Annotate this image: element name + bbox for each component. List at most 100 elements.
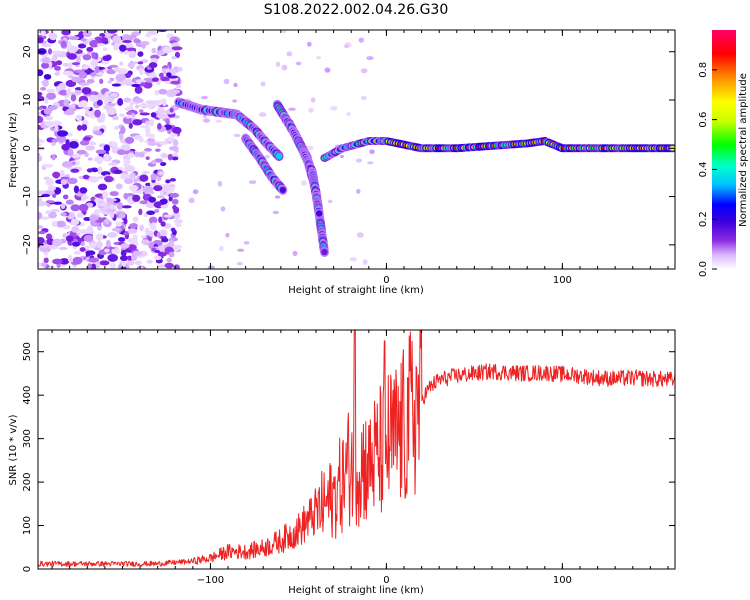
noise-blob bbox=[78, 203, 89, 212]
noise-blob bbox=[67, 132, 73, 137]
noise-blob bbox=[101, 96, 108, 101]
noise-blob bbox=[132, 119, 143, 126]
noise-blob bbox=[146, 210, 156, 216]
noise-blob bbox=[55, 220, 66, 228]
noise-blob bbox=[116, 202, 124, 210]
noise-blob bbox=[75, 114, 82, 122]
noise-blob bbox=[120, 243, 130, 249]
noise-blob bbox=[103, 98, 109, 106]
noise-blob bbox=[157, 264, 167, 268]
noise-blob bbox=[127, 62, 135, 69]
noise-blob bbox=[117, 149, 126, 156]
noise-blob bbox=[128, 184, 139, 191]
noise-blob bbox=[43, 108, 52, 115]
noise-blob bbox=[237, 248, 245, 252]
noise-blob bbox=[137, 151, 145, 158]
noise-blob bbox=[145, 126, 151, 135]
noise-blob bbox=[107, 66, 112, 70]
noise-blob bbox=[151, 77, 159, 82]
noise-blob bbox=[77, 229, 88, 234]
noise-blob bbox=[308, 107, 314, 113]
noise-blob bbox=[54, 65, 61, 71]
noise-blob bbox=[158, 88, 168, 95]
noise-blob bbox=[109, 92, 118, 98]
noise-blob bbox=[42, 163, 54, 168]
spectrogram-y-tick-label: 10 bbox=[22, 94, 33, 107]
noise-blob bbox=[118, 132, 124, 141]
noise-blob bbox=[168, 251, 175, 258]
noise-blob bbox=[160, 204, 168, 209]
colorbar-tick-label: 0.0 bbox=[698, 261, 709, 277]
noise-blob bbox=[236, 262, 243, 266]
noise-blob bbox=[105, 239, 111, 248]
noise-blob bbox=[292, 250, 298, 256]
noise-blob bbox=[43, 73, 52, 80]
noise-blob bbox=[258, 112, 267, 117]
noise-blob bbox=[215, 119, 222, 123]
noise-blob bbox=[120, 249, 127, 257]
snr-x-tick-label: 0 bbox=[383, 575, 389, 586]
noise-blob bbox=[99, 78, 104, 85]
noise-blob bbox=[131, 254, 138, 262]
noise-blob bbox=[366, 56, 374, 61]
noise-blob bbox=[225, 232, 230, 238]
noise-blob bbox=[38, 106, 44, 111]
colorbar-gradient bbox=[712, 30, 736, 269]
noise-blob bbox=[346, 112, 351, 116]
noise-blob bbox=[47, 48, 53, 55]
noise-blob bbox=[38, 116, 44, 124]
noise-blob bbox=[164, 262, 174, 269]
noise-blob bbox=[67, 177, 78, 185]
noise-blob bbox=[115, 183, 123, 190]
noise-blob bbox=[134, 97, 144, 104]
noise-blob bbox=[141, 43, 146, 49]
snr-x-label: Height of straight line (km) bbox=[288, 585, 424, 596]
noise-blob bbox=[51, 220, 58, 227]
noise-blob bbox=[106, 30, 118, 34]
noise-blob bbox=[150, 133, 155, 140]
colorbar-tick-label: 0.4 bbox=[698, 161, 709, 177]
noise-blob bbox=[358, 37, 365, 43]
noise-blob bbox=[121, 261, 126, 268]
noise-blob bbox=[70, 204, 81, 212]
noise-blob bbox=[169, 89, 181, 94]
noise-blob bbox=[71, 226, 80, 233]
noise-blob bbox=[82, 54, 92, 61]
noise-blob bbox=[129, 172, 136, 179]
noise-blob bbox=[131, 83, 141, 88]
noise-blob bbox=[220, 206, 226, 212]
noise-blob bbox=[83, 136, 91, 141]
noise-blob bbox=[123, 218, 128, 225]
noise-blob bbox=[80, 38, 87, 42]
ridge-blob bbox=[315, 210, 323, 217]
noise-blob bbox=[63, 110, 75, 116]
noise-blob bbox=[157, 30, 168, 33]
noise-blob bbox=[85, 145, 96, 151]
noise-blob bbox=[38, 37, 44, 44]
noise-blob bbox=[169, 185, 175, 192]
noise-blob bbox=[60, 202, 66, 210]
noise-blob bbox=[171, 156, 179, 161]
noise-blob bbox=[369, 149, 375, 155]
noise-blob bbox=[42, 79, 49, 87]
noise-blob bbox=[61, 143, 70, 151]
noise-blob bbox=[70, 218, 80, 226]
noise-blob bbox=[145, 156, 150, 161]
noise-blob bbox=[151, 222, 156, 229]
noise-blob bbox=[145, 132, 152, 138]
noise-blob bbox=[100, 112, 106, 121]
noise-blob bbox=[93, 156, 104, 163]
colorbar-ticks: 0.0 0.2 0.4 0.6 0.8 bbox=[698, 62, 717, 277]
noise-blob bbox=[106, 69, 116, 75]
noise-blob bbox=[260, 81, 266, 87]
noise-blob bbox=[129, 99, 134, 108]
noise-blob bbox=[169, 192, 180, 198]
noise-blob bbox=[145, 33, 152, 38]
noise-blob bbox=[61, 30, 71, 36]
noise-blob bbox=[80, 100, 88, 107]
noise-blob bbox=[150, 112, 157, 118]
noise-blob bbox=[172, 204, 177, 210]
noise-blob bbox=[97, 202, 106, 207]
noise-blob bbox=[147, 141, 157, 147]
noise-blob bbox=[156, 107, 164, 114]
